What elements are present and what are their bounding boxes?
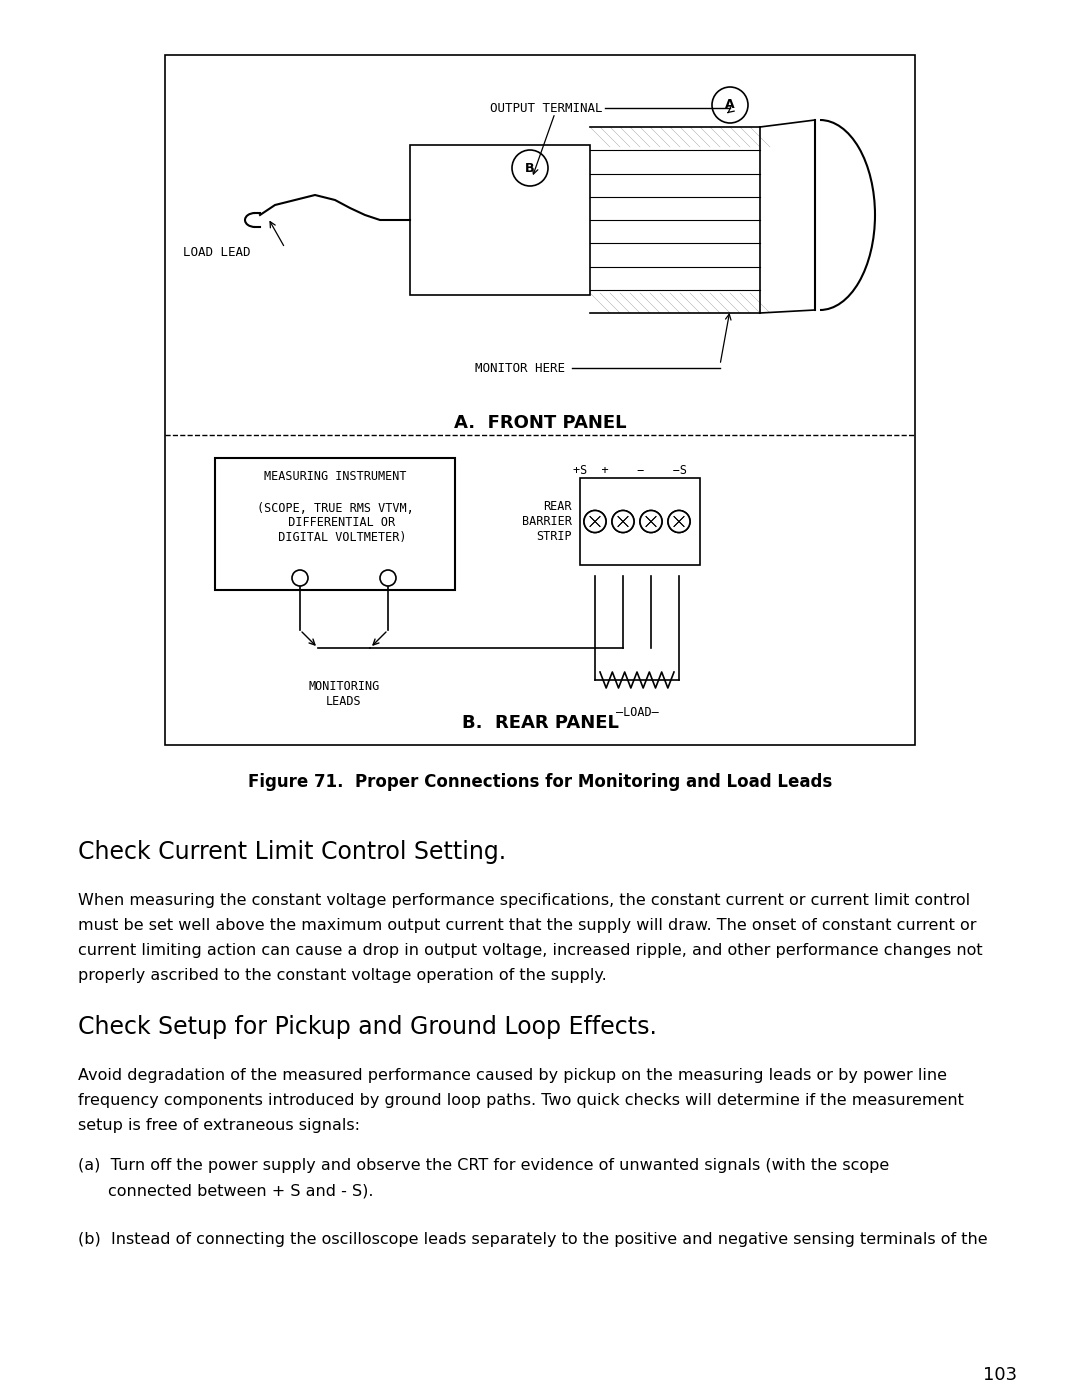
Text: connected between + S and - S).: connected between + S and - S).: [108, 1183, 374, 1199]
Text: 103: 103: [983, 1366, 1017, 1384]
Bar: [215, 458, 455, 590]
Text: current limiting action can cause a drop in output voltage, increased ripple, an: current limiting action can cause a drop…: [78, 943, 983, 958]
Circle shape: [640, 510, 662, 532]
Text: Avoid degradation of the measured performance caused by pickup on the measuring : Avoid degradation of the measured perfor…: [78, 1067, 947, 1083]
Text: A.  FRONT PANEL: A. FRONT PANEL: [454, 414, 626, 432]
Text: Figure 71.  Proper Connections for Monitoring and Load Leads: Figure 71. Proper Connections for Monito…: [248, 773, 832, 791]
Circle shape: [712, 87, 748, 123]
Text: When measuring the constant voltage performance specifications, the constant cur: When measuring the constant voltage perf…: [78, 893, 970, 908]
Text: frequency components introduced by ground loop paths. Two quick checks will dete: frequency components introduced by groun…: [78, 1092, 963, 1108]
Text: +S  +    −    −S: +S + − −S: [573, 464, 687, 476]
Text: properly ascribed to the constant voltage operation of the supply.: properly ascribed to the constant voltag…: [78, 968, 607, 983]
Circle shape: [584, 510, 606, 532]
Text: MONITORING
LEADS: MONITORING LEADS: [309, 680, 380, 708]
Bar: [410, 145, 590, 295]
Text: LOAD LEAD: LOAD LEAD: [183, 246, 251, 258]
Text: MEASURING INSTRUMENT: MEASURING INSTRUMENT: [264, 469, 406, 482]
Text: (a)  Turn off the power supply and observe the CRT for evidence of unwanted sign: (a) Turn off the power supply and observ…: [78, 1158, 889, 1173]
Text: (b)  Instead of connecting the oscilloscope leads separately to the positive and: (b) Instead of connecting the oscillosco…: [78, 1232, 987, 1248]
Text: (SCOPE, TRUE RMS VTVM,
  DIFFERENTIAL OR
  DIGITAL VOLTMETER): (SCOPE, TRUE RMS VTVM, DIFFERENTIAL OR D…: [257, 502, 414, 545]
Bar: [165, 54, 915, 745]
Text: OUTPUT TERMINAL: OUTPUT TERMINAL: [490, 102, 603, 115]
Text: setup is free of extraneous signals:: setup is free of extraneous signals:: [78, 1118, 360, 1133]
Bar: [580, 478, 700, 564]
Circle shape: [612, 510, 634, 532]
Text: A: A: [725, 99, 734, 112]
Circle shape: [669, 510, 690, 532]
Text: must be set well above the maximum output current that the supply will draw. The: must be set well above the maximum outpu…: [78, 918, 976, 933]
Circle shape: [292, 570, 308, 585]
Circle shape: [584, 510, 606, 532]
Text: MONITOR HERE: MONITOR HERE: [475, 362, 565, 374]
Text: B.  REAR PANEL: B. REAR PANEL: [461, 714, 619, 732]
Circle shape: [612, 510, 634, 532]
Circle shape: [512, 149, 548, 186]
Text: REAR
BARRIER
STRIP: REAR BARRIER STRIP: [522, 500, 572, 543]
Circle shape: [669, 510, 690, 532]
Text: B: B: [525, 162, 535, 175]
Text: Check Current Limit Control Setting.: Check Current Limit Control Setting.: [78, 840, 507, 863]
Circle shape: [640, 510, 662, 532]
Circle shape: [380, 570, 396, 585]
Text: —LOAD—: —LOAD—: [616, 705, 659, 718]
Text: Check Setup for Pickup and Ground Loop Effects.: Check Setup for Pickup and Ground Loop E…: [78, 1016, 657, 1039]
